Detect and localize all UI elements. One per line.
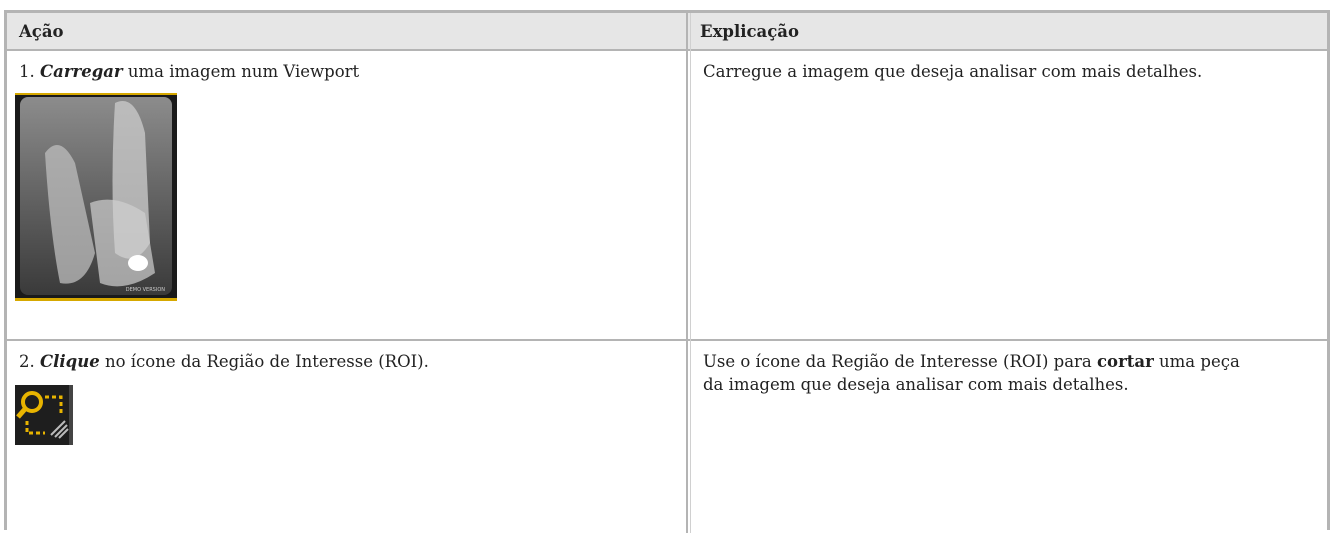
header-cell: Explicação [688, 13, 1327, 49]
explanation-text: Use o ícone da Região de Interesse (ROI)… [703, 352, 1092, 371]
explanation-text: uma peça da imagem que deseja analisar c… [703, 352, 1240, 394]
explanation-cell: Carregue a imagem que deseja analisar co… [691, 51, 1251, 83]
step-number: 2. [19, 352, 35, 371]
step-verb: Clique [40, 352, 100, 371]
header-cell: Ação [7, 13, 686, 49]
action-cell: 1. Carregar uma imagem num Viewport DEMO… [7, 51, 686, 301]
roi-icon [15, 385, 73, 445]
step-verb: Carregar [40, 62, 123, 81]
row-border [7, 49, 1327, 51]
xray-image: DEMO VERSION [15, 93, 177, 301]
step-text: no ícone da Região de Interesse (ROI). [104, 352, 429, 371]
explanation-text: Carregue a imagem que deseja analisar co… [703, 62, 1203, 81]
explanation-bold: cortar [1097, 352, 1154, 371]
page: {"table": { "header": ["Ação", "Explicaç… [4, 10, 1330, 533]
step-text: uma imagem num Viewport [127, 62, 360, 81]
step-number: 1. [19, 62, 35, 81]
column-border [686, 13, 688, 533]
header-text: Explicação [700, 22, 799, 41]
watermark: DEMO VERSION [126, 287, 165, 293]
column-border [690, 13, 691, 533]
header-text: Ação [19, 22, 64, 41]
table: Ação Explicação 1. Carregar uma imagem n… [4, 10, 1330, 533]
explanation-cell: Use o ícone da Região de Interesse (ROI)… [691, 341, 1251, 396]
row-border [7, 339, 1327, 341]
action-cell: 2. Clique no ícone da Região de Interess… [7, 341, 686, 445]
